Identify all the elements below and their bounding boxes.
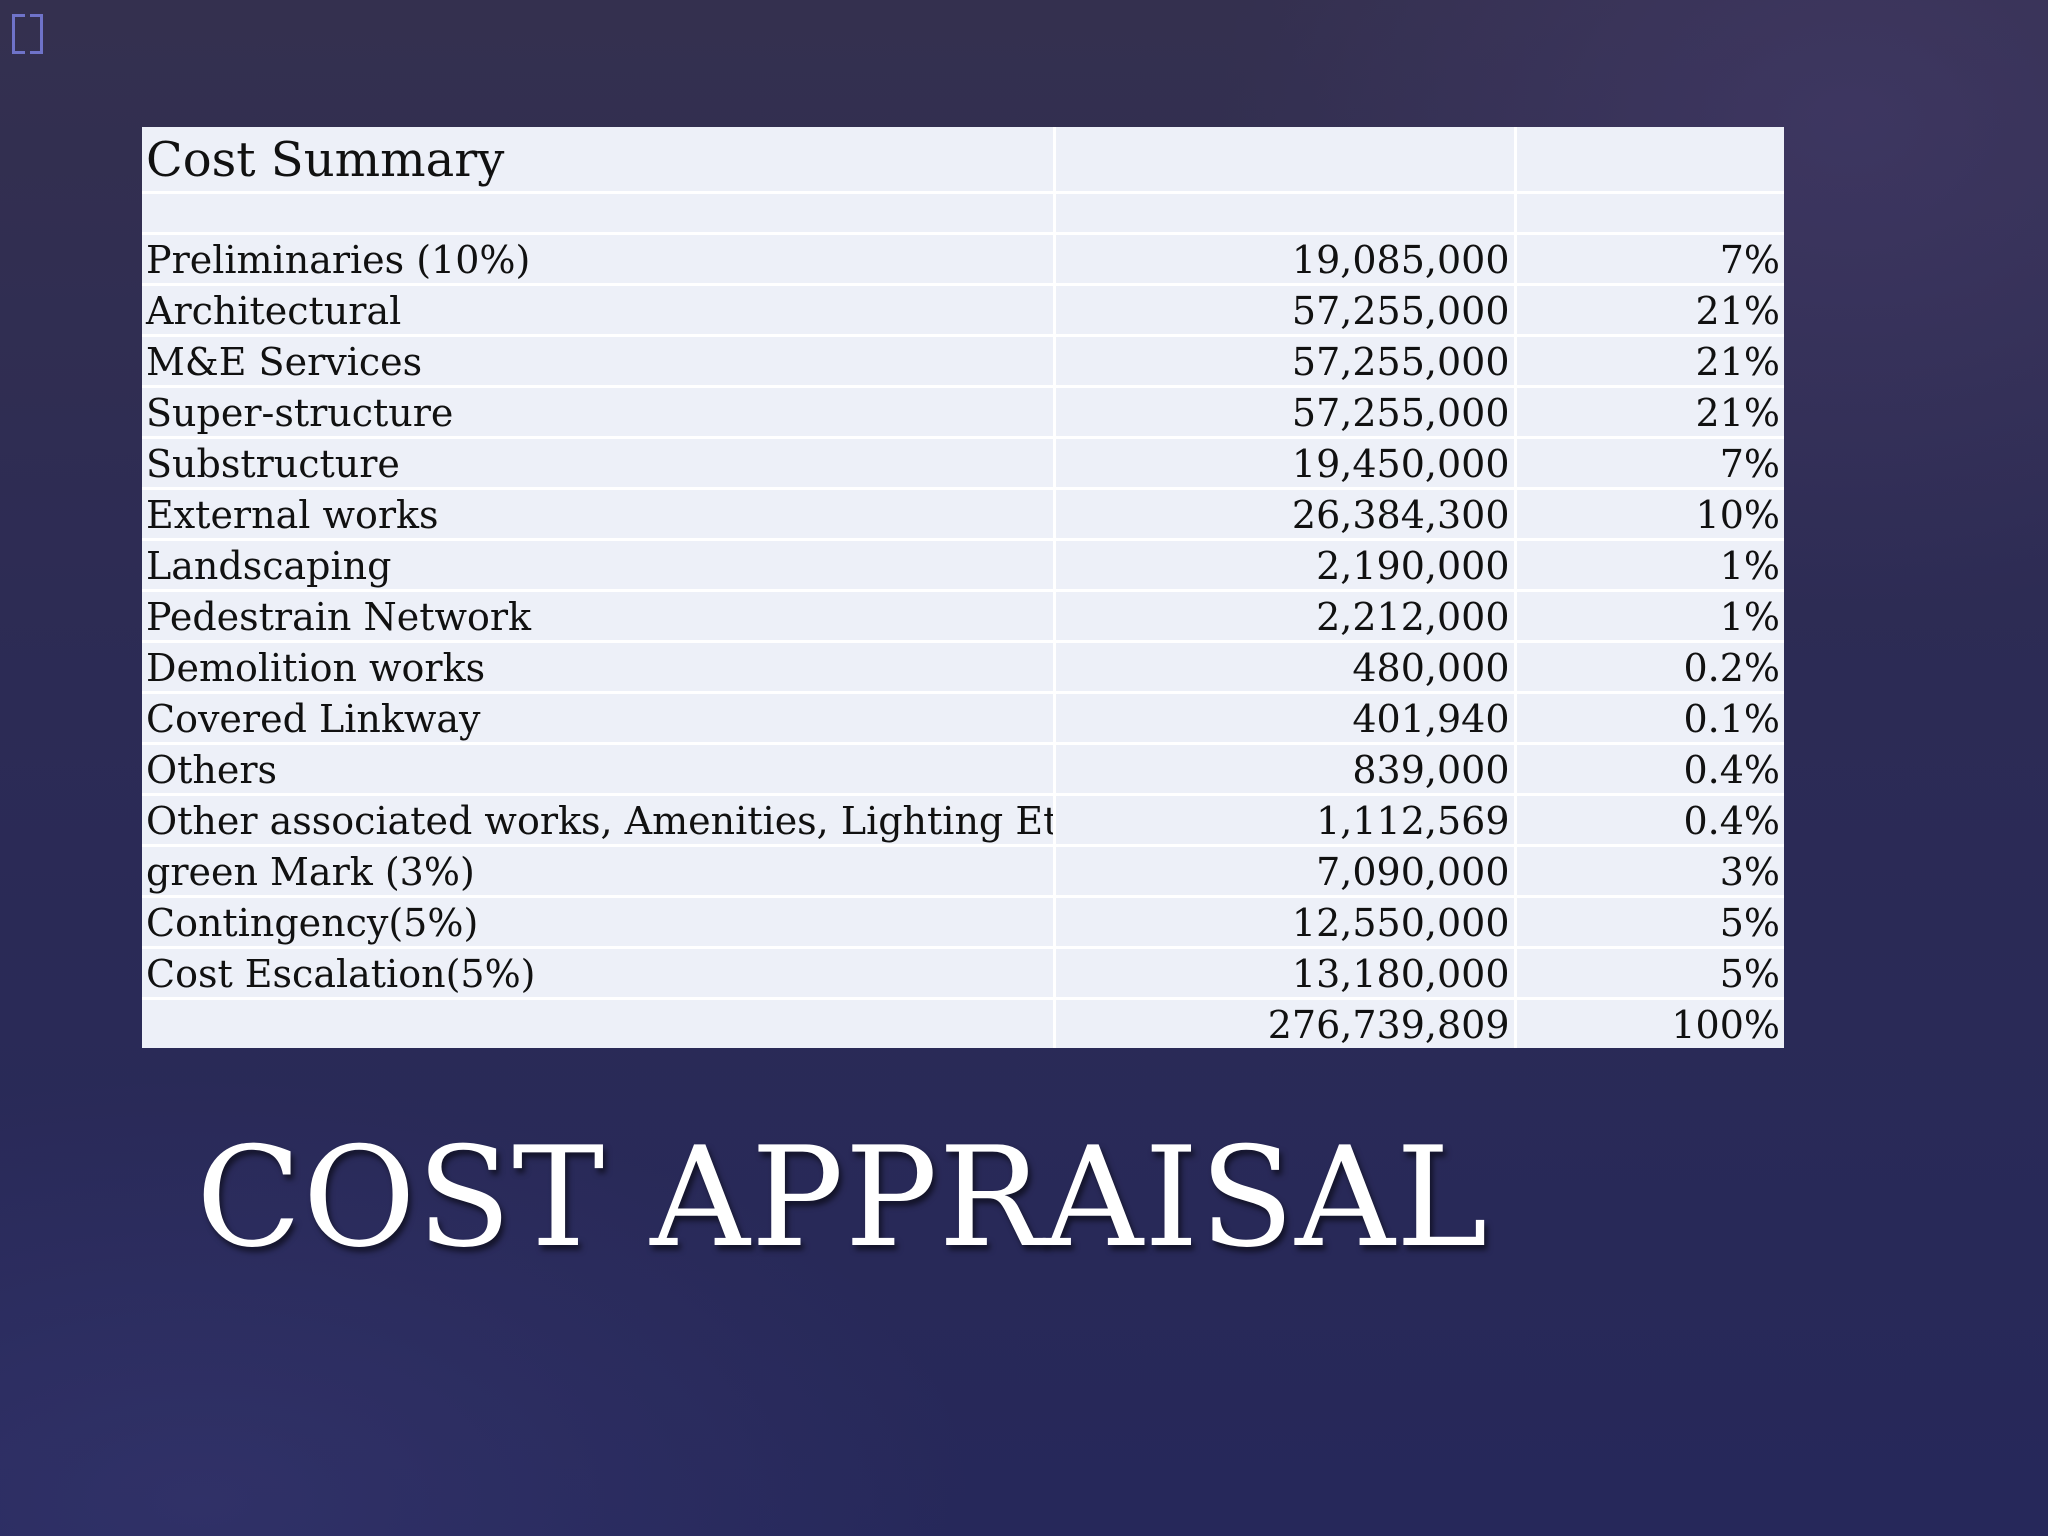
cost-item-label: Contingency(5%): [142, 896, 1056, 949]
table-row: Cost Escalation(5%) 13,180,000 5%: [142, 947, 1784, 1000]
table-row: Contingency(5%) 12,550,000 5%: [142, 896, 1784, 949]
table-row: Demolition works 480,000 0.2%: [142, 641, 1784, 694]
cost-item-label: Landscaping: [142, 539, 1056, 592]
total-row: 276,739,809 100%: [142, 998, 1784, 1048]
table-spacer-row: [142, 192, 1784, 235]
cost-item-percent: 7%: [1515, 233, 1784, 286]
cost-item-label: M&E Services: [142, 335, 1056, 388]
table-title: Cost Summary: [142, 127, 1056, 194]
cost-item-amount: 2,190,000: [1054, 539, 1517, 592]
table-row: green Mark (3%) 7,090,000 3%: [142, 845, 1784, 898]
cost-item-label: Pedestrain Network: [142, 590, 1056, 643]
cost-item-label: Preliminaries (10%): [142, 233, 1056, 286]
cost-item-amount: 1,112,569: [1054, 794, 1517, 847]
cost-item-amount: 12,550,000: [1054, 896, 1517, 949]
cost-item-amount: 839,000: [1054, 743, 1517, 796]
cost-item-amount: 57,255,000: [1054, 386, 1517, 439]
cost-item-label: Substructure: [142, 437, 1056, 490]
table-row: Substructure 19,450,000 7%: [142, 437, 1784, 490]
table-row: Pedestrain Network 2,212,000 1%: [142, 590, 1784, 643]
cost-item-percent: 0.2%: [1515, 641, 1784, 694]
cost-item-label: External works: [142, 488, 1056, 541]
total-label-empty-cell: [142, 998, 1056, 1048]
cost-item-percent: 10%: [1515, 488, 1784, 541]
cost-item-label: green Mark (3%): [142, 845, 1056, 898]
cost-item-label: Cost Escalation(5%): [142, 947, 1056, 1000]
cost-item-percent: 21%: [1515, 284, 1784, 337]
table-row: Architectural 57,255,000 21%: [142, 284, 1784, 337]
cost-item-percent: 5%: [1515, 947, 1784, 1000]
cost-item-percent: 0.4%: [1515, 794, 1784, 847]
cost-item-amount: 57,255,000: [1054, 335, 1517, 388]
left-bracket-icon: [12, 14, 25, 54]
cost-item-amount: 401,940: [1054, 692, 1517, 745]
cost-item-percent: 7%: [1515, 437, 1784, 490]
cost-item-percent: 21%: [1515, 386, 1784, 439]
cost-item-label: Demolition works: [142, 641, 1056, 694]
cost-item-label: Architectural: [142, 284, 1056, 337]
cost-item-amount: 13,180,000: [1054, 947, 1517, 1000]
cost-item-amount: 7,090,000: [1054, 845, 1517, 898]
cost-item-amount: 2,212,000: [1054, 590, 1517, 643]
cost-item-percent: 3%: [1515, 845, 1784, 898]
table-row: Others 839,000 0.4%: [142, 743, 1784, 796]
cost-item-amount: 19,450,000: [1054, 437, 1517, 490]
cost-item-percent: 0.4%: [1515, 743, 1784, 796]
cost-item-label: Super-structure: [142, 386, 1056, 439]
cost-item-label: Others: [142, 743, 1056, 796]
cost-item-percent: 21%: [1515, 335, 1784, 388]
table-row: Preliminaries (10%) 19,085,000 7%: [142, 233, 1784, 286]
total-percent: 100%: [1671, 1003, 1780, 1047]
slide-title: COST APPRAISAL: [196, 1117, 1489, 1278]
table-row: Other associated works, Amenities, Light…: [142, 794, 1784, 847]
table-row: Covered Linkway 401,940 0.1%: [142, 692, 1784, 745]
cost-item-amount: 26,384,300: [1054, 488, 1517, 541]
cost-item-label: Covered Linkway: [142, 692, 1056, 745]
table-row: External works 26,384,300 10%: [142, 488, 1784, 541]
table-row: Super-structure 57,255,000 21%: [142, 386, 1784, 439]
cost-item-percent: 1%: [1515, 539, 1784, 592]
cost-item-percent: 5%: [1515, 896, 1784, 949]
cost-item-amount: 19,085,000: [1054, 233, 1517, 286]
cost-item-amount: 57,255,000: [1054, 284, 1517, 337]
cost-item-label: Other associated works, Amenities, Light…: [142, 794, 1056, 847]
total-amount: 276,739,809: [1054, 998, 1517, 1048]
table-row: Landscaping 2,190,000 1%: [142, 539, 1784, 592]
table-title-empty-cell: [1515, 127, 1784, 194]
corner-bracket-icon: [12, 14, 46, 54]
cost-item-amount: 480,000: [1054, 641, 1517, 694]
table-row: M&E Services 57,255,000 21%: [142, 335, 1784, 388]
cost-summary-table: Cost Summary Preliminaries (10%) 19,085,…: [142, 127, 1784, 1048]
right-bracket-icon: [30, 14, 43, 54]
table-title-row: Cost Summary: [142, 127, 1784, 194]
cost-item-percent: 1%: [1515, 590, 1784, 643]
cost-item-percent: 0.1%: [1515, 692, 1784, 745]
table-title-empty-cell: [1054, 127, 1517, 194]
